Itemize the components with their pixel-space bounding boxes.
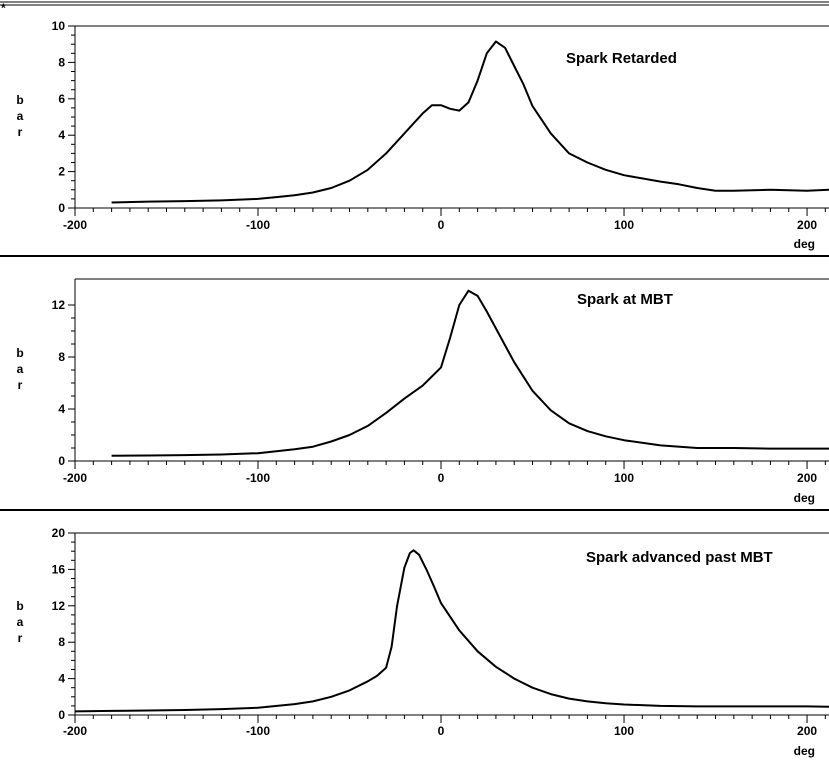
x-tick-label: 0 xyxy=(438,218,445,232)
y-axis-label: b xyxy=(16,599,23,613)
y-axis-label: a xyxy=(17,109,24,123)
chart-title: Spark at MBT xyxy=(577,291,673,308)
y-tick-label: 0 xyxy=(58,708,65,722)
x-tick-label: -100 xyxy=(246,724,270,738)
y-tick-label: 4 xyxy=(58,402,65,416)
y-tick-label: 12 xyxy=(52,599,66,613)
chart-panel-1: 0 2 4 6 8 10 -200 -100 0 100 200 deg bar Spark Retard… xyxy=(0,19,829,257)
chart-panel-3: 0 4 8 12 16 20 -200 -100 0 100 200 deg bar Spark adva… xyxy=(16,526,829,758)
y-tick-label: 0 xyxy=(58,201,65,215)
y-tick-label: 8 xyxy=(58,635,65,649)
y-axis-label: r xyxy=(18,378,23,392)
pressure-curve-line xyxy=(111,289,829,457)
x-tick-label: 200 xyxy=(797,724,817,738)
x-axis-label: deg xyxy=(794,491,815,505)
x-axis-label: deg xyxy=(794,237,815,251)
x-tick-label: -100 xyxy=(246,471,270,485)
y-tick-label: 8 xyxy=(58,55,65,69)
y-tick-label: 16 xyxy=(52,562,66,576)
y-tick-label: 8 xyxy=(58,350,65,364)
y-tick-label: 10 xyxy=(52,19,66,33)
y-tick-label: 4 xyxy=(58,128,65,142)
x-tick-label: 100 xyxy=(614,471,634,485)
y-axis-label: b xyxy=(16,93,23,107)
y-tick-label: 4 xyxy=(58,672,65,686)
chart-title: Spark advanced past MBT xyxy=(586,549,773,566)
x-tick-label: 100 xyxy=(614,218,634,232)
x-tick-label: 200 xyxy=(797,471,817,485)
chart-title: Spark Retarded xyxy=(566,50,677,67)
corner-mark: * xyxy=(1,1,6,15)
chart-panel-2: 0 4 8 12 -200 -100 0 100 200 deg bar Spark at MBT xyxy=(0,278,829,511)
x-tick-label: -200 xyxy=(63,471,87,485)
pressure-curve-line xyxy=(74,549,829,713)
x-tick-label: -100 xyxy=(246,218,270,232)
y-axis-label: b xyxy=(16,346,23,360)
x-axis-label: deg xyxy=(794,744,815,758)
y-axis-label: a xyxy=(17,615,24,629)
y-axis-label: a xyxy=(17,362,24,376)
x-tick-label: -200 xyxy=(63,218,87,232)
y-tick-label: 2 xyxy=(58,165,65,179)
x-tick-label: -200 xyxy=(63,724,87,738)
x-tick-label: 200 xyxy=(797,218,817,232)
x-tick-label: 0 xyxy=(438,471,445,485)
y-tick-label: 12 xyxy=(52,298,66,312)
y-axis-label: r xyxy=(18,631,23,645)
y-tick-label: 6 xyxy=(58,92,65,106)
y-tick-label: 0 xyxy=(58,454,65,468)
x-tick-label: 100 xyxy=(614,724,634,738)
x-tick-label: 0 xyxy=(438,724,445,738)
pressure-curve-line xyxy=(111,40,829,204)
y-tick-label: 20 xyxy=(52,526,66,540)
y-axis-label: r xyxy=(18,125,23,139)
